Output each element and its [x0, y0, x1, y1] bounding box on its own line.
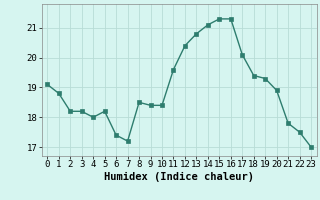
X-axis label: Humidex (Indice chaleur): Humidex (Indice chaleur) — [104, 172, 254, 182]
